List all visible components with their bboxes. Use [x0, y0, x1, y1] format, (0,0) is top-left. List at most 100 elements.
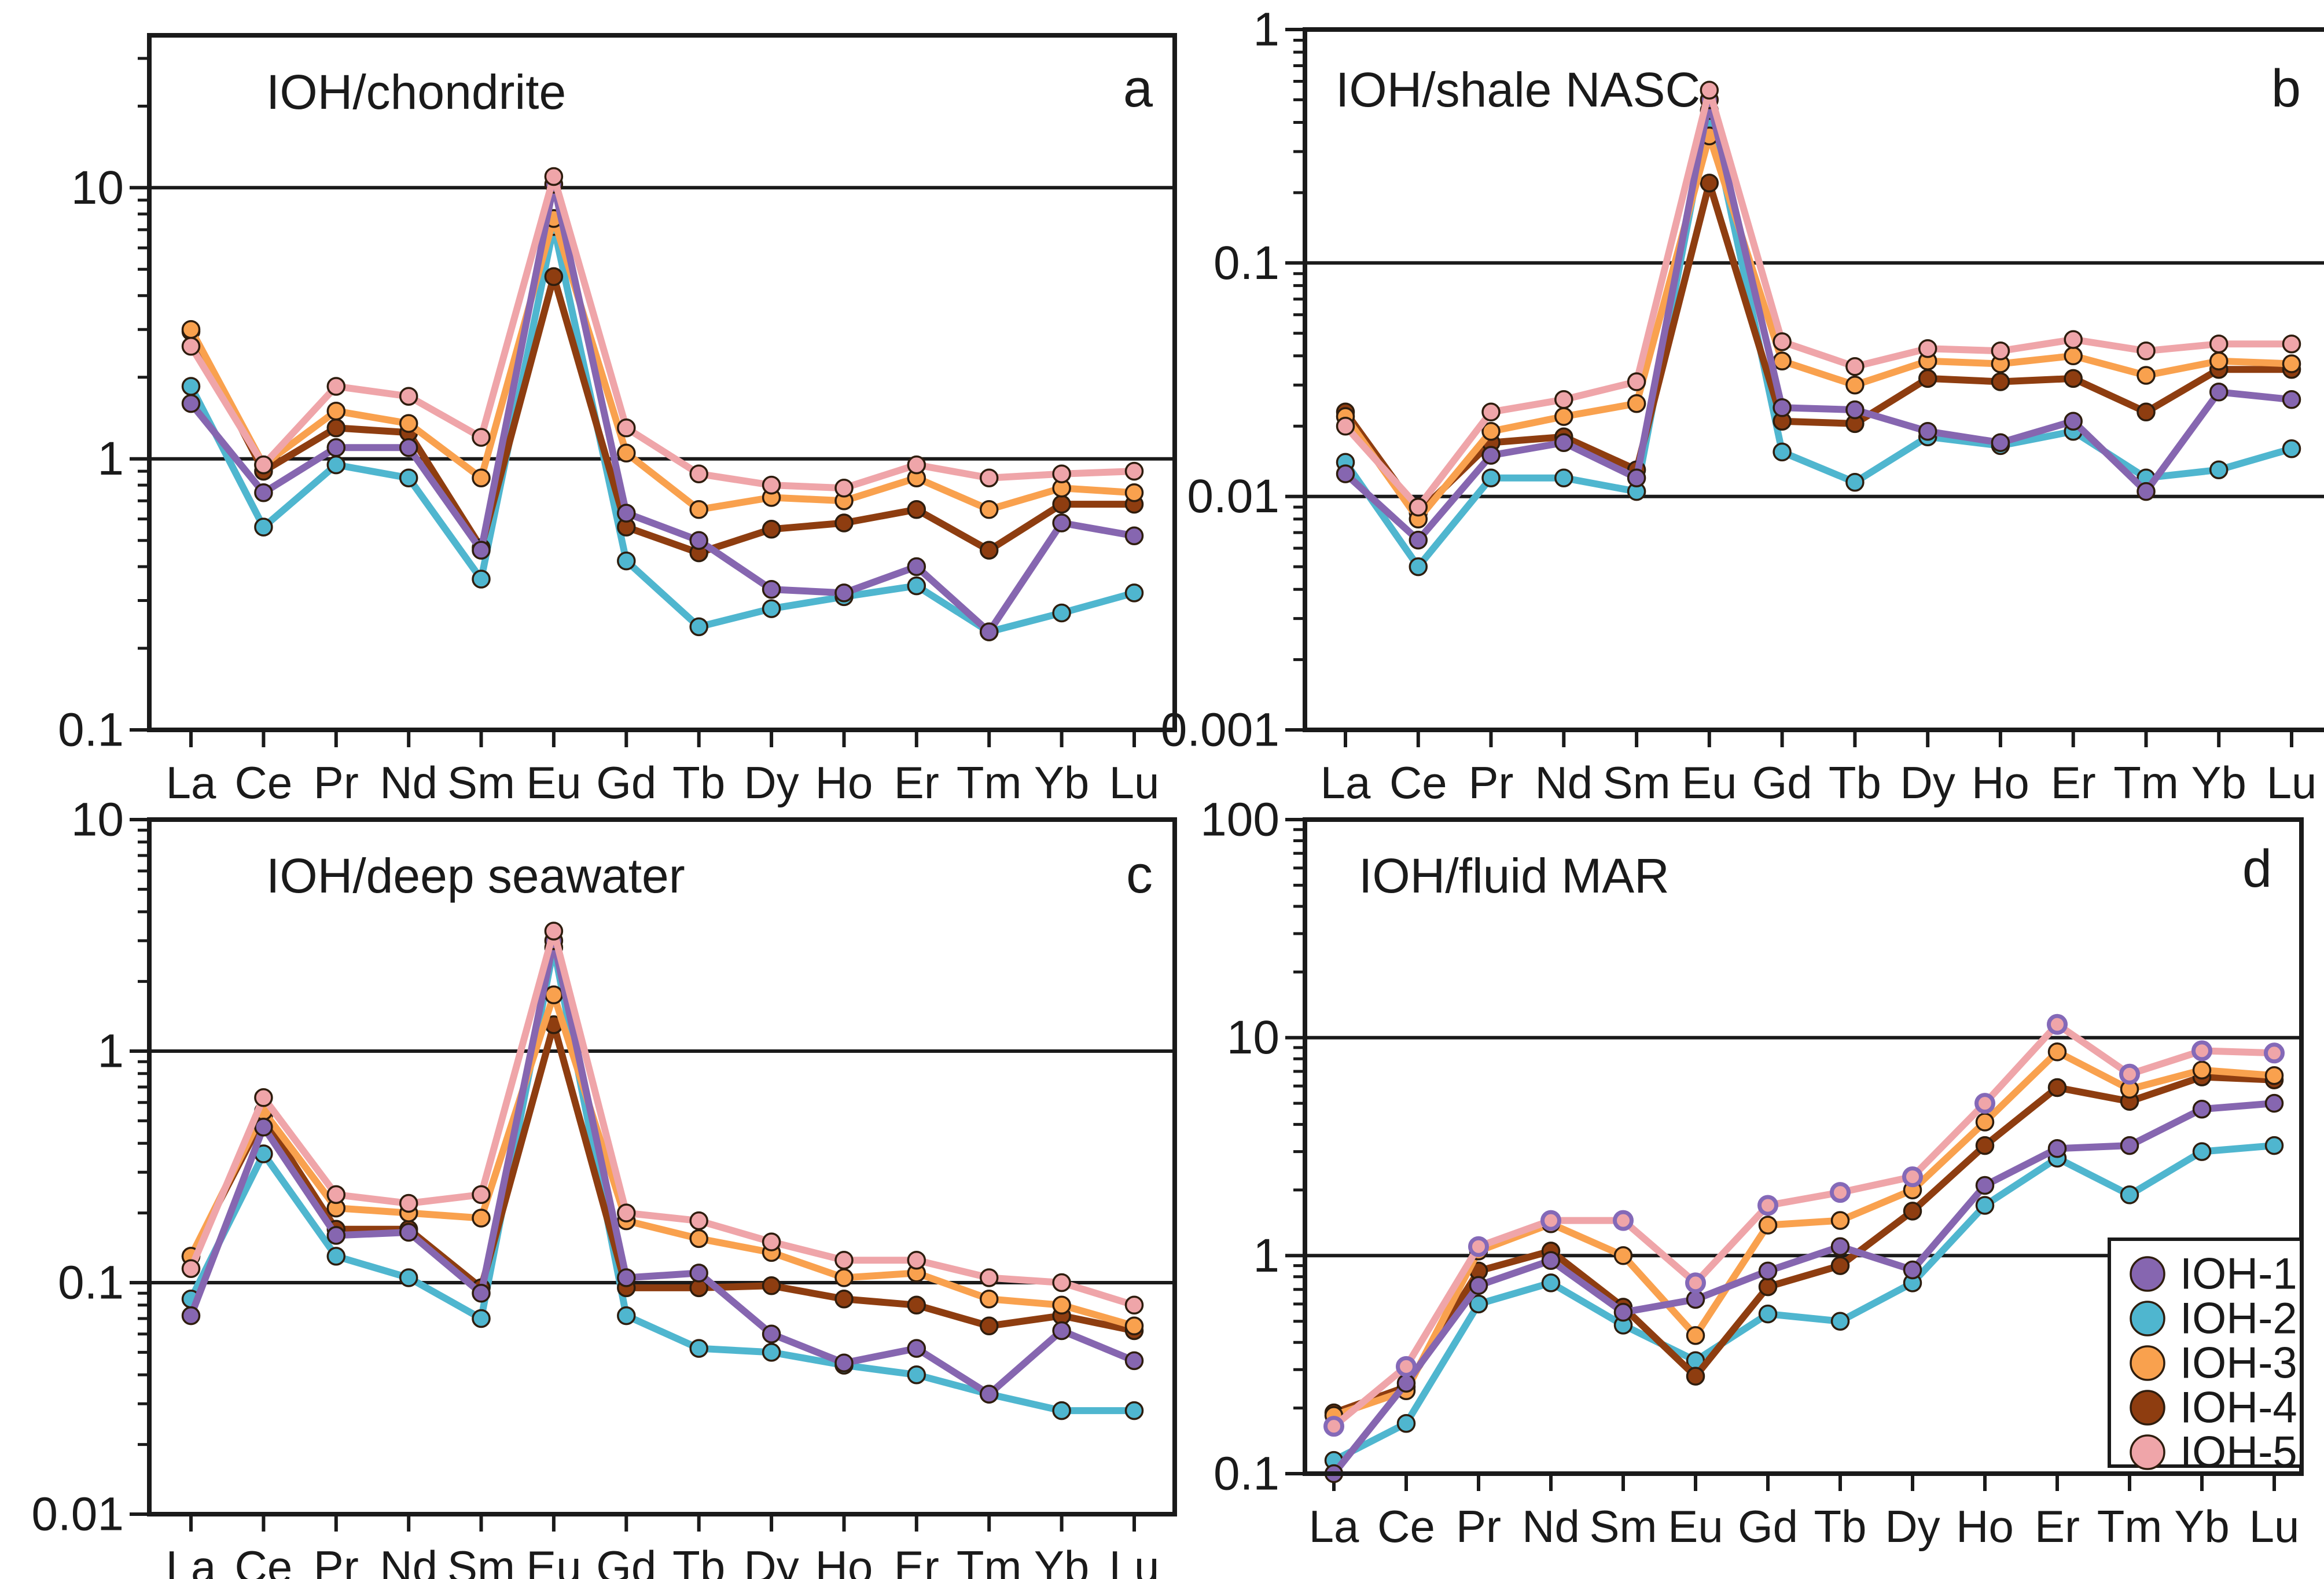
legend-label: IOH-4: [2180, 1383, 2297, 1433]
data-point-IOH-5-Ho: [1974, 1093, 1995, 1114]
x-tick-label: Tm: [2097, 1501, 2163, 1552]
data-point-IOH-3-Er: [2047, 1042, 2067, 1062]
data-point-IOH-1-Er: [2047, 1139, 2067, 1158]
data-point-IOH-5-Eu: [1700, 80, 1719, 100]
series-line-IOH-2: [1330, 1142, 2278, 1464]
data-point-IOH-4-Ho: [834, 513, 854, 533]
chart-a-canvas: 10 1 0.1 La Ce Pr Nd Sm Eu Gd Tb Dy Ho Er Tm Yb Lu IOH/ch…: [58, 33, 1177, 808]
x-tick-label: La: [1321, 757, 1371, 808]
data-point-IOH-1-Eu: [1686, 1290, 1705, 1309]
panel-c-deep-seawater: 10 1 0.1 0.01 La Ce Pr Nd Sm Eu Gd Tb Dy Ho Er Tm Yb Lu IO…: [23, 794, 1185, 1579]
data-point-IOH-3-Sm: [472, 1209, 491, 1228]
data-point-IOH-4-Pr: [326, 418, 346, 438]
data-point-IOH-4-Tb: [1830, 1256, 1850, 1275]
legend-swatch-IOH-1: [2130, 1256, 2165, 1292]
data-point-IOH-5-Gd: [1757, 1195, 1778, 1216]
series-line-IOH-2: [1342, 107, 2295, 571]
data-point-IOH-3-Sm: [1627, 394, 1646, 413]
plot-frame: [1303, 27, 2324, 732]
data-point-IOH-2-Ce: [1396, 1413, 1416, 1433]
series-line-IOH-1: [187, 181, 1138, 636]
data-point-IOH-2-Pr: [1469, 1294, 1488, 1314]
x-tick-label: Sm: [447, 757, 515, 808]
y-tick-label: 10: [1227, 1011, 1279, 1064]
data-point-IOH-5-Ho: [834, 478, 854, 498]
x-tick-label: La: [1309, 1501, 1359, 1552]
data-point-IOH-5-Nd: [399, 1194, 418, 1213]
data-point-IOH-5-Pr: [326, 377, 346, 396]
data-point-IOH-2-Pr: [326, 1247, 346, 1266]
x-tick-label: Tm: [957, 1541, 1022, 1579]
data-point-IOH-5-Tm: [2137, 341, 2156, 361]
data-point-IOH-5-Lu: [1124, 461, 1144, 481]
x-tick-label: Yb: [2191, 757, 2246, 808]
x-tick-label: Tb: [672, 757, 725, 808]
data-point-IOH-2-Gd: [617, 1306, 636, 1325]
data-point-IOH-5-Lu: [2282, 334, 2301, 354]
panel-b-shale-nasc: 1 0.1 0.01 0.001 La Ce Pr Nd Sm Eu Gd Tb Dy Ho Er Tm Yb L…: [1161, 3, 2324, 808]
data-point-IOH-4-Dy: [1918, 369, 1937, 388]
data-point-IOH-2-Sm: [472, 1309, 491, 1328]
data-point-IOH-5-Ce: [254, 455, 273, 475]
data-point-IOH-1-Tm: [979, 1385, 999, 1404]
x-tick-label: Nd: [380, 757, 437, 808]
data-point-IOH-5-Nd: [1554, 390, 1573, 409]
data-point-IOH-2-Tb: [689, 617, 708, 637]
data-point-IOH-5-Eu: [544, 167, 564, 186]
data-point-IOH-1-Nd: [1541, 1251, 1561, 1270]
x-tick-label: Er: [2035, 1501, 2080, 1552]
y-tick-label: 0.01: [1187, 470, 1279, 523]
data-point-IOH-1-Gd: [1758, 1261, 1778, 1281]
data-point-IOH-2-Yb: [1052, 603, 1071, 623]
x-tick-label: Yb: [2174, 1501, 2229, 1552]
data-point-IOH-1-Tb: [689, 1264, 708, 1283]
data-point-IOH-1-Tb: [1845, 400, 1865, 420]
y-tick-label: 0.001: [1161, 704, 1279, 757]
data-point-IOH-4-Tm: [2137, 402, 2156, 422]
x-tick-label: La: [166, 1541, 216, 1579]
data-point-IOH-1-Tm: [2120, 1136, 2139, 1155]
series-line-IOH-5: [187, 927, 1138, 1309]
data-point-IOH-1-Dy: [762, 1324, 781, 1343]
data-point-IOH-4-Er: [907, 1295, 926, 1315]
data-point-IOH-2-Gd: [1773, 442, 1792, 462]
data-point-IOH-3-Lu: [1124, 483, 1144, 502]
data-point-IOH-1-Tm: [979, 622, 999, 641]
legend-label: IOH-1: [2180, 1250, 2297, 1299]
data-point-IOH-3-Tb: [1830, 1211, 1850, 1230]
data-point-IOH-5-Dy: [762, 1232, 781, 1251]
data-point-IOH-5-Tb: [689, 464, 708, 483]
data-point-IOH-5-Tm: [979, 1268, 999, 1287]
data-point-IOH-1-La: [181, 1306, 201, 1325]
data-point-IOH-2-Er: [907, 1365, 926, 1385]
data-point-IOH-5-Sm: [472, 428, 491, 447]
data-point-IOH-5-Ce: [1409, 497, 1428, 517]
data-point-IOH-3-Nd: [399, 414, 418, 433]
data-point-IOH-3-Sm: [1613, 1246, 1633, 1265]
data-point-IOH-2-Nd: [399, 1268, 418, 1287]
x-tick-label: Nd: [1535, 757, 1593, 808]
data-point-IOH-3-Lu: [2264, 1066, 2284, 1085]
data-point-IOH-5-Lu: [2264, 1042, 2285, 1064]
data-point-IOH-4-Er: [2047, 1078, 2067, 1097]
series-line-IOH-4: [1330, 1073, 2278, 1416]
y-tick-label: 10: [71, 794, 124, 846]
data-point-IOH-3-Tb: [689, 1229, 708, 1248]
data-point-IOH-5-Pr: [326, 1185, 346, 1205]
data-point-IOH-3-Lu: [1124, 1316, 1144, 1336]
data-point-IOH-1-Yb: [1052, 1321, 1071, 1341]
data-point-IOH-5-Er: [907, 1250, 926, 1270]
series-line-IOH-3: [1342, 132, 2295, 523]
x-tick-label: Sm: [447, 1541, 515, 1579]
x-tick-label: Er: [894, 1541, 939, 1579]
x-tick-label: Er: [894, 757, 939, 808]
data-point-IOH-4-Eu: [544, 267, 564, 287]
data-point-IOH-3-La: [181, 320, 201, 339]
data-point-IOH-3-Nd: [1554, 407, 1573, 426]
data-point-IOH-1-Ho: [834, 583, 854, 603]
legend-label: IOH-2: [2180, 1294, 2297, 1343]
data-point-IOH-5-Nd: [1540, 1210, 1561, 1231]
data-point-IOH-5-Sm: [472, 1185, 491, 1205]
x-tick-label: Eu: [1682, 757, 1737, 808]
